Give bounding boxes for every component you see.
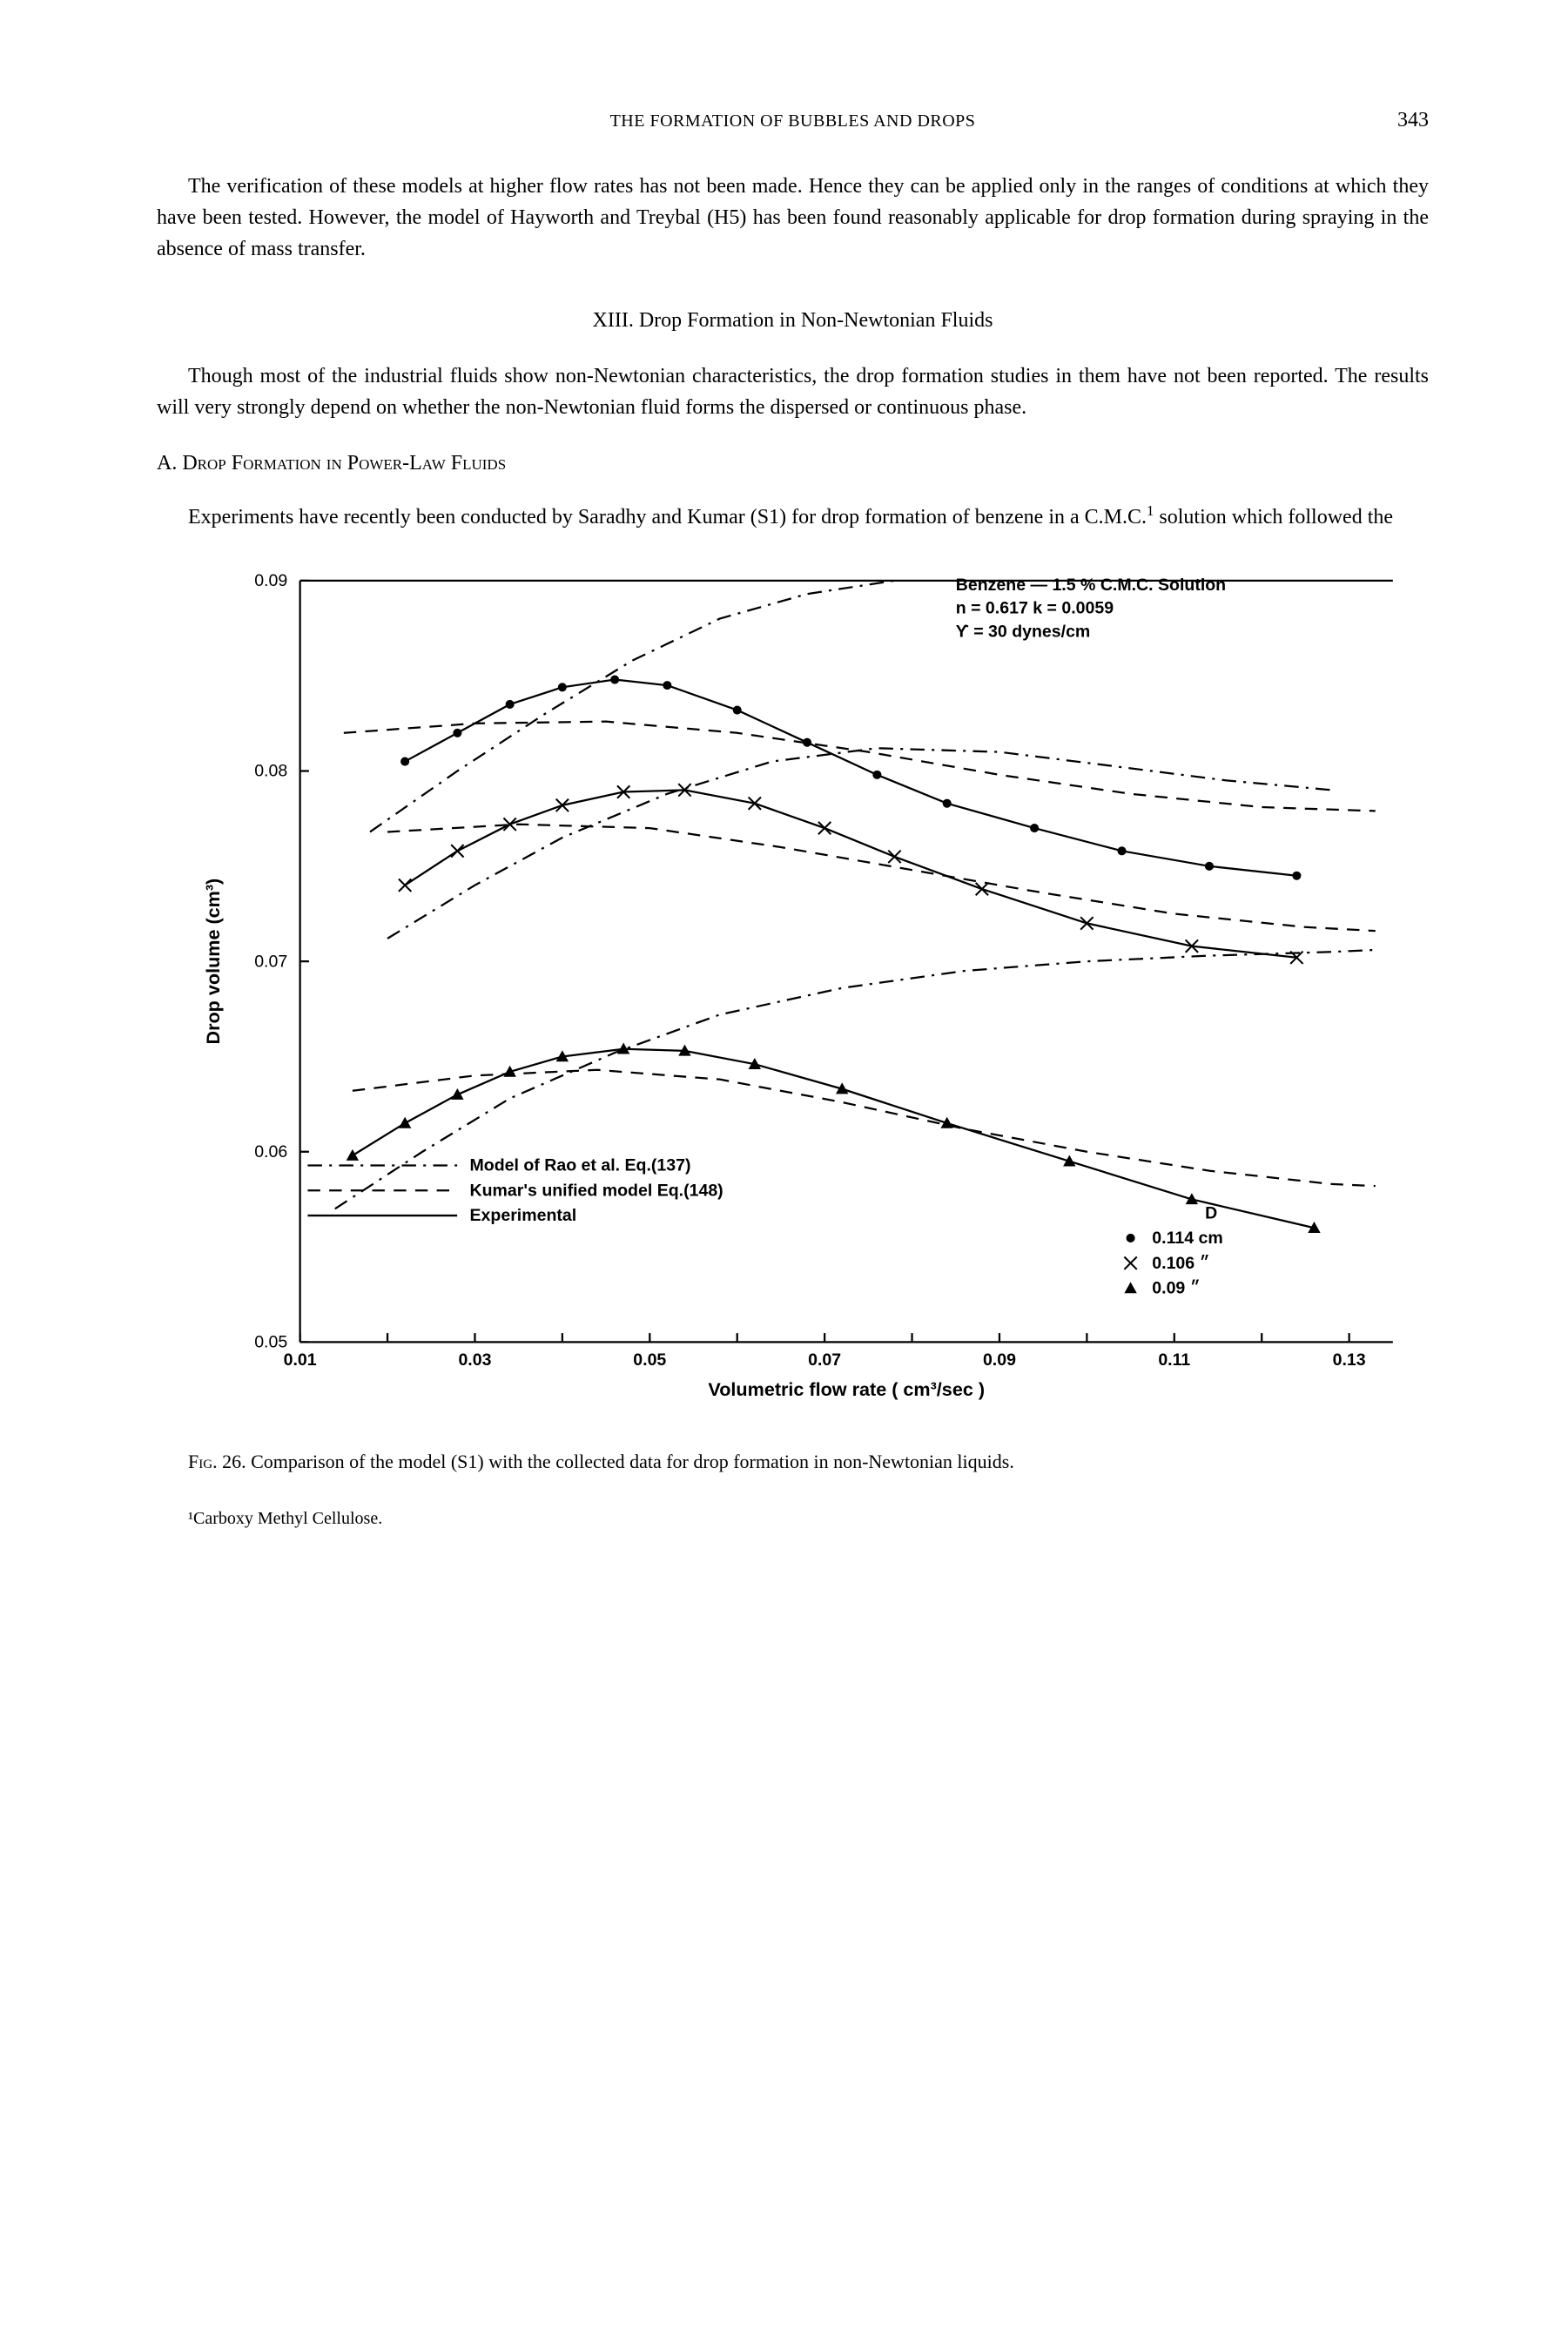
figure-26-chart: 0.01 0.03 0.05 0.07 0.09 0.11 0.13 0.05 0.06 0.07… xyxy=(157,554,1429,1431)
svg-text:Experimental: Experimental xyxy=(470,1206,577,1225)
svg-text:n = 0.617 k = 0.0059: n = 0.617 k = 0.0059 xyxy=(956,599,1114,618)
caption-prefix: Fig. 26. xyxy=(188,1451,251,1472)
svg-text:0.114 cm: 0.114 cm xyxy=(1152,1229,1222,1248)
svg-text:D: D xyxy=(1205,1203,1217,1222)
svg-text:0.01: 0.01 xyxy=(284,1350,317,1370)
svg-text:Model of Rao et al. Eq.(1: Model of Rao et al. Eq.(137) xyxy=(470,1156,691,1175)
paragraph-3-pre: Experiments have recently been conducted… xyxy=(188,506,1147,529)
svg-text:0.11: 0.11 xyxy=(1158,1350,1190,1370)
svg-text:0.07: 0.07 xyxy=(808,1350,841,1370)
figure-26: 0.01 0.03 0.05 0.07 0.09 0.11 0.13 0.05 0.06 0.07… xyxy=(157,554,1429,1476)
paragraph-1: The verification of these models at high… xyxy=(157,171,1429,265)
subsection-heading: A. Drop Formation in Power-Law Fluids xyxy=(157,448,1429,479)
svg-text:0.106 ״: 0.106 ״ xyxy=(1152,1254,1210,1273)
paragraph-2: Though most of the industrial fluids sho… xyxy=(157,360,1429,423)
svg-text:Kumar's unified model Eq.(1: Kumar's unified model Eq.(148) xyxy=(470,1181,723,1200)
paragraph-3-post: solution which followed the xyxy=(1154,506,1393,529)
caption-body: Comparison of the model (S1) with the co… xyxy=(251,1451,1014,1472)
svg-text:0.05: 0.05 xyxy=(633,1350,666,1370)
footnote-1: ¹Carboxy Methyl Cellulose. xyxy=(157,1505,1429,1532)
page-number: 343 xyxy=(1359,104,1429,136)
svg-text:0.09 ״: 0.09 ״ xyxy=(1152,1279,1201,1298)
svg-text:0.07: 0.07 xyxy=(254,952,287,971)
running-head: THE FORMATION OF BUBBLES AND DROPS xyxy=(226,108,1359,134)
svg-text:0.13: 0.13 xyxy=(1333,1350,1366,1370)
svg-text:0.03: 0.03 xyxy=(458,1350,491,1370)
svg-text:0.09: 0.09 xyxy=(983,1350,1016,1370)
svg-text:0.09: 0.09 xyxy=(254,571,287,590)
svg-text:0.05: 0.05 xyxy=(254,1333,287,1352)
svg-text:0.06: 0.06 xyxy=(254,1142,287,1162)
svg-text:0.08: 0.08 xyxy=(254,762,287,781)
page-header: THE FORMATION OF BUBBLES AND DROPS 343 xyxy=(157,104,1429,136)
svg-text:ϒ = 30 dynes/cm: ϒ = 30 dynes/cm xyxy=(956,622,1091,641)
figure-26-caption: Fig. 26. Comparison of the model (S1) wi… xyxy=(157,1447,1429,1476)
svg-text:Benzene — 1.5 % C.M.C. Solut: Benzene — 1.5 % C.M.C. Solution xyxy=(956,576,1226,595)
svg-text:Drop volume (cm³): Drop volume (cm³) xyxy=(202,879,224,1045)
paragraph-3: Experiments have recently been conducted… xyxy=(157,500,1429,533)
section-heading: XIII. Drop Formation in Non-Newtonian Fl… xyxy=(157,305,1429,336)
svg-text:Volumetric flow rate ( cm³/s: Volumetric flow rate ( cm³/sec ) xyxy=(708,1378,985,1400)
